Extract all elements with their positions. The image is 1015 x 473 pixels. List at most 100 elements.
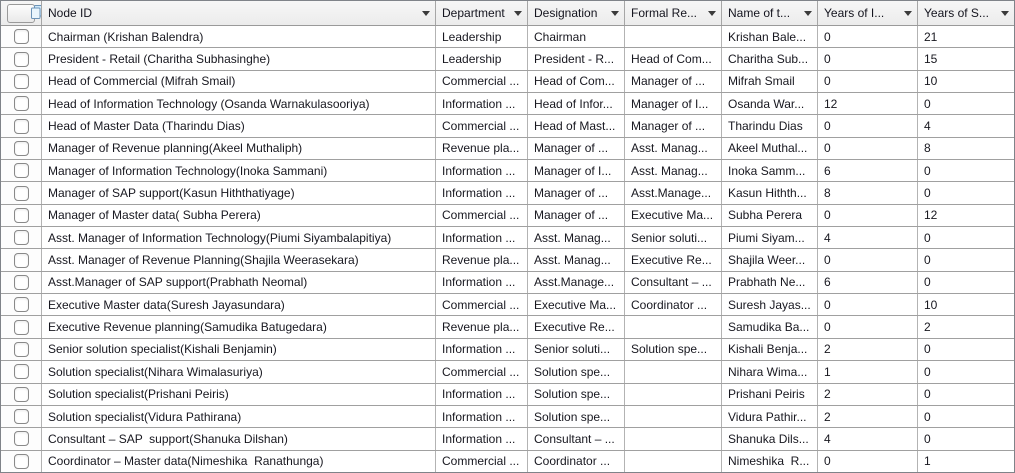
row-checkbox-cell[interactable] [1, 294, 42, 316]
cell-formal-report[interactable]: Manager of ... [625, 70, 722, 93]
cell-node-id[interactable]: Head of Information Technology (Osanda W… [42, 93, 436, 115]
cell-name[interactable]: Prishani Peiris [722, 383, 818, 405]
cell-node-id[interactable]: Manager of SAP support(Kasun Hiththatiya… [42, 182, 436, 204]
cell-years-of-i[interactable]: 0 [818, 450, 918, 472]
cell-designation[interactable]: Executive Re... [528, 316, 625, 338]
cell-years-of-s[interactable]: 0 [924, 275, 931, 290]
cell-name[interactable]: Subha Perera [722, 204, 818, 227]
cell-years-of-s[interactable]: 0 [924, 342, 931, 357]
cell-designation[interactable]: Chairman [528, 26, 625, 48]
cell-name[interactable]: Kasun Hithth... [722, 182, 818, 204]
dropdown-arrow-icon[interactable] [708, 10, 716, 16]
cell-name[interactable]: Tharindu Dias [722, 115, 818, 137]
cell-department[interactable]: Information ... [436, 405, 528, 428]
cell-years-of-s[interactable]: 0 [924, 409, 931, 424]
row-checkbox[interactable] [13, 185, 29, 201]
table-row[interactable]: Manager of Information Technology(Inoka … [1, 160, 1014, 183]
cell-years-of-i[interactable]: 1 [818, 361, 918, 383]
table-row[interactable]: Consultant – SAP support(Shanuka Dilshan… [1, 428, 1014, 451]
cell-designation[interactable]: Consultant – ... [528, 428, 625, 450]
cell-department[interactable]: Information ... [436, 93, 528, 115]
cell-formal-report[interactable]: Asst.Manage... [625, 182, 722, 204]
table-row[interactable]: Asst. Manager of Information Technology(… [1, 227, 1014, 250]
table-row[interactable]: Senior solution specialist(Kishali Benja… [1, 338, 1014, 362]
cell-years-of-i[interactable]: 0 [818, 137, 918, 160]
cell-node-id[interactable]: Chairman (Krishan Balendra) [42, 26, 436, 48]
cell-years-of-i[interactable]: 0 [818, 316, 918, 338]
cell-node-id[interactable]: Head of Master Data (Tharindu Dias) [42, 115, 436, 137]
cell-department[interactable]: Information ... [436, 182, 528, 204]
cell-designation[interactable]: Solution spe... [528, 383, 625, 405]
cell-formal-report[interactable] [625, 361, 722, 383]
table-row[interactable]: Manager of SAP support(Kasun Hiththatiya… [1, 182, 1014, 205]
cell-name[interactable]: Charitha Sub... [722, 48, 818, 70]
cell-years-of-s[interactable]: 15 [924, 52, 938, 67]
row-checkbox-cell[interactable] [1, 182, 42, 204]
cell-years-of-i[interactable]: 2 [818, 405, 918, 428]
cell-name[interactable]: Mifrah Smail [722, 70, 818, 93]
cell-years-of-s[interactable]: 0 [924, 387, 931, 402]
cell-designation[interactable]: Senior soluti... [528, 338, 625, 361]
cell-years-of-i[interactable]: 8 [818, 182, 918, 204]
cell-formal-report[interactable] [625, 428, 722, 450]
cell-designation[interactable]: Asst.Manage... [528, 271, 625, 294]
cell-years-of-s[interactable]: 0 [924, 186, 931, 201]
dropdown-arrow-icon[interactable] [804, 10, 812, 16]
cell-years-of-i[interactable]: 0 [818, 26, 918, 48]
cell-formal-report[interactable]: Solution spe... [625, 338, 722, 361]
cell-node-id[interactable]: Asst. Manager of Revenue Planning(Shajil… [42, 249, 436, 271]
row-checkbox-cell[interactable] [1, 137, 42, 160]
table-row[interactable]: Manager of Master data( Subha Perera) Co… [1, 204, 1014, 228]
dropdown-arrow-icon[interactable] [904, 10, 912, 16]
cell-node-id[interactable]: Consultant – SAP support(Shanuka Dilshan… [42, 428, 436, 450]
cell-name[interactable]: Kishali Benja... [722, 338, 818, 361]
cell-designation[interactable]: Manager of ... [528, 137, 625, 160]
row-checkbox[interactable] [13, 364, 29, 380]
cell-node-id[interactable]: President - Retail (Charitha Subhasinghe… [42, 48, 436, 70]
cell-designation[interactable]: Asst. Manag... [528, 227, 625, 249]
cell-department[interactable]: Commercial ... [436, 294, 528, 316]
row-checkbox[interactable] [13, 140, 29, 156]
cell-node-id[interactable]: Manager of Master data( Subha Perera) [42, 204, 436, 227]
cell-department[interactable]: Commercial ... [436, 70, 528, 93]
row-checkbox-cell[interactable] [1, 204, 42, 227]
cell-name[interactable]: Shanuka Dils... [722, 428, 818, 450]
row-checkbox-cell[interactable] [1, 383, 42, 405]
column-header-formal-report[interactable]: Formal Re... [625, 1, 722, 25]
row-checkbox[interactable] [13, 453, 29, 469]
cell-node-id[interactable]: Solution specialist(Nihara Wimalasuriya) [42, 361, 436, 383]
cell-node-id[interactable]: Head of Commercial (Mifrah Smail) [42, 70, 436, 93]
cell-years-of-i[interactable]: 0 [818, 48, 918, 70]
row-checkbox-cell[interactable] [1, 316, 42, 338]
dropdown-arrow-icon[interactable] [611, 10, 619, 16]
table-row[interactable]: Asst.Manager of SAP support(Prabhath Neo… [1, 271, 1014, 295]
row-checkbox[interactable] [13, 341, 29, 357]
cell-formal-report[interactable] [625, 383, 722, 405]
cell-department[interactable]: Leadership [436, 48, 528, 70]
row-checkbox-cell[interactable] [1, 160, 42, 182]
cell-years-of-i[interactable]: 2 [818, 383, 918, 405]
row-checkbox-cell[interactable] [1, 48, 42, 70]
cell-name[interactable]: Nihara Wima... [722, 361, 818, 383]
cell-designation[interactable]: Manager of I... [528, 160, 625, 182]
cell-formal-report[interactable] [625, 316, 722, 338]
cell-designation[interactable]: Head of Mast... [528, 115, 625, 137]
cell-years-of-s[interactable]: 10 [924, 74, 938, 89]
cell-name[interactable]: Krishan Bale... [722, 26, 818, 48]
cell-formal-report[interactable]: Executive Re... [625, 249, 722, 271]
row-checkbox[interactable] [13, 29, 29, 45]
row-checkbox[interactable] [13, 207, 29, 223]
row-checkbox[interactable] [13, 118, 29, 134]
cell-department[interactable]: Commercial ... [436, 204, 528, 227]
cell-department[interactable]: Information ... [436, 338, 528, 361]
cell-name[interactable]: Inoka Samm... [722, 160, 818, 182]
cell-department[interactable]: Leadership [436, 26, 528, 48]
cell-designation[interactable]: Executive Ma... [528, 294, 625, 316]
cell-designation[interactable]: Solution spe... [528, 361, 625, 383]
cell-formal-report[interactable]: Consultant – ... [625, 271, 722, 294]
cell-formal-report[interactable]: Manager of I... [625, 93, 722, 115]
table-row[interactable]: Executive Master data(Suresh Jayasundara… [1, 294, 1014, 317]
cell-name[interactable]: Suresh Jayas... [722, 294, 818, 316]
cell-years-of-i[interactable]: 0 [818, 70, 918, 93]
row-checkbox[interactable] [13, 319, 29, 335]
